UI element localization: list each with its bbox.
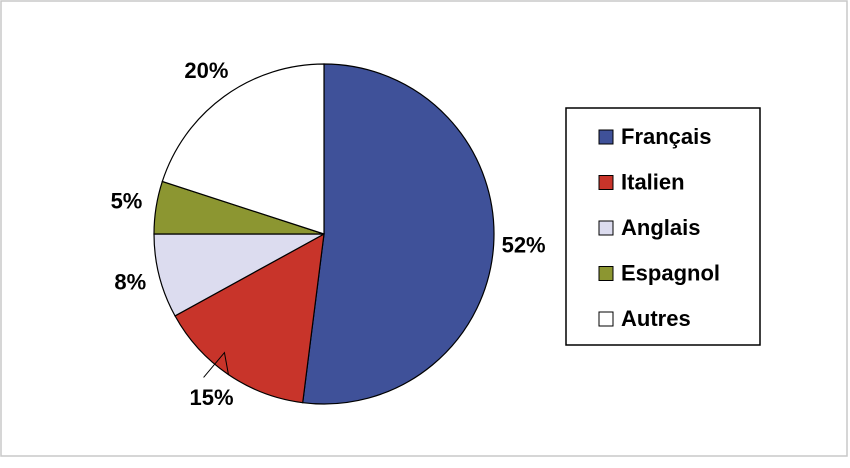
data-label: 20%	[184, 58, 228, 83]
pie-slice	[302, 63, 495, 405]
legend-swatch	[598, 129, 614, 145]
legend-label: Italien	[621, 169, 685, 194]
leader-line	[203, 351, 229, 378]
legend-label: Anglais	[621, 215, 700, 240]
data-label: 5%	[111, 189, 143, 214]
legend-box	[565, 107, 761, 346]
legend-label: Espagnol	[621, 260, 720, 285]
pie-slice	[161, 63, 325, 235]
legend-label: Autres	[621, 306, 691, 331]
legend-swatch	[598, 175, 614, 190]
data-label: 8%	[114, 270, 146, 295]
legend-swatch	[598, 266, 614, 281]
legend-swatch	[598, 220, 614, 236]
legend-swatch	[598, 311, 614, 327]
data-label: 52%	[502, 232, 546, 257]
data-label: 15%	[190, 385, 234, 410]
legend-label: Français	[621, 124, 712, 149]
